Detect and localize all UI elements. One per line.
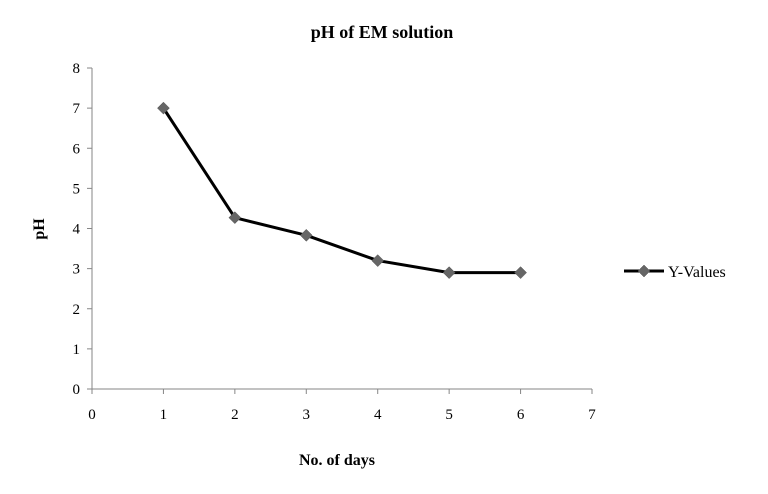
x-tick-label: 2 xyxy=(231,407,239,423)
legend-marker xyxy=(637,264,651,278)
y-tick-label: 3 xyxy=(73,262,81,278)
data-point xyxy=(299,228,313,242)
x-tick-label: 4 xyxy=(374,407,382,423)
plot-area xyxy=(157,101,527,279)
y-tick-label: 6 xyxy=(73,141,81,157)
data-point xyxy=(514,266,527,279)
x-tick-label: 3 xyxy=(303,407,311,423)
x-axis-title: No. of days xyxy=(299,452,375,469)
y-tick-label: 8 xyxy=(73,61,81,77)
data-point xyxy=(371,254,385,267)
y-tick-label: 5 xyxy=(73,181,81,197)
y-tick-label: 0 xyxy=(73,382,81,398)
y-axis-ticks: 0 1 2 3 4 5 6 7 8 xyxy=(73,61,92,398)
legend-label: Y-Values xyxy=(668,264,726,281)
legend: Y-Values xyxy=(624,264,726,281)
y-tick-label: 7 xyxy=(73,101,81,117)
x-tick-label: 1 xyxy=(160,407,168,423)
x-tick-label: 0 xyxy=(88,407,96,423)
chart-title: pH of EM solution xyxy=(311,22,454,42)
x-tick-label: 5 xyxy=(445,407,453,423)
y-axis-title: pH xyxy=(31,218,48,240)
x-tick-label: 6 xyxy=(517,407,525,423)
data-point xyxy=(157,101,170,115)
x-tick-label: 7 xyxy=(588,407,596,423)
x-axis-ticks: 0 1 2 3 4 5 6 7 xyxy=(88,389,596,423)
series-line xyxy=(162,107,521,275)
y-tick-label: 2 xyxy=(73,302,81,318)
data-point xyxy=(228,211,242,225)
data-point xyxy=(442,266,456,279)
y-tick-label: 1 xyxy=(73,342,81,358)
y-tick-label: 4 xyxy=(73,222,81,238)
